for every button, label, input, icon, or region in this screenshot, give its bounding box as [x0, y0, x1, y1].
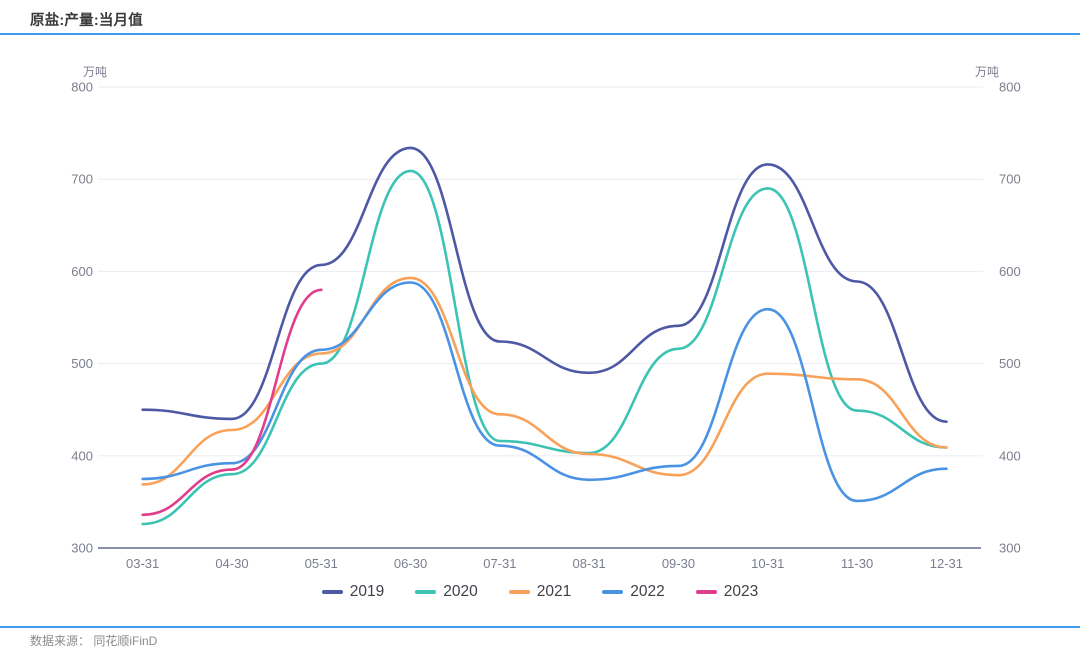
series-line-2022 [141, 281, 948, 503]
x-axis-tick: 04-30 [215, 556, 248, 571]
x-axis-tick: 03-31 [126, 556, 159, 571]
legend-label: 2019 [349, 583, 385, 600]
x-axis-tick: 07-31 [483, 556, 516, 571]
legend-swatch-2020 [415, 590, 437, 594]
legend-swatch-2021 [508, 590, 530, 594]
x-axis-tick: 05-31 [305, 556, 338, 571]
y-axis-tick-right: 500 [999, 356, 1021, 371]
legend-label: 2020 [443, 583, 478, 600]
data-source-label: 数据来源： 同花顺iFinD [30, 634, 158, 648]
y-axis-tick-left: 600 [71, 264, 93, 279]
top-divider [0, 33, 1080, 35]
x-axis-tick: 10-31 [751, 556, 784, 571]
y-axis-tick-left: 800 [71, 80, 93, 95]
y-axis-tick-left: 400 [71, 448, 93, 463]
legend-item-2022[interactable]: 2022 [602, 583, 665, 601]
y-axis-tick-right: 700 [999, 172, 1021, 187]
x-axis-tick: 12-31 [930, 556, 963, 571]
series-line-2023 [141, 288, 323, 517]
chart-title: 原盐:产量:当月值 [30, 13, 143, 29]
legend-item-2023[interactable]: 2023 [695, 583, 759, 601]
legend-swatch-2019 [321, 590, 343, 594]
legend-label: 2021 [536, 583, 572, 600]
y-axis-tick-left: 300 [71, 541, 93, 556]
legend-swatch-2023 [695, 590, 717, 594]
legend-label: 2023 [723, 583, 759, 600]
series-line-2020 [141, 169, 948, 526]
series-line-2019 [141, 146, 948, 423]
y-axis-unit-right: 万吨 [975, 65, 999, 79]
y-axis-tick-left: 700 [71, 172, 93, 187]
legend-item-2020[interactable]: 2020 [415, 583, 478, 601]
y-axis-tick-left: 500 [71, 356, 93, 371]
series-line-2021 [141, 276, 948, 486]
y-axis-tick-right: 300 [999, 541, 1021, 556]
x-axis-tick: 08-31 [573, 556, 606, 571]
legend-item-2019[interactable]: 2019 [321, 583, 385, 601]
chart-legend: 2019 2020 2021 2022 2023 [0, 580, 1080, 604]
legend-item-2021[interactable]: 2021 [508, 583, 572, 601]
y-axis-unit-left: 万吨 [83, 65, 107, 79]
legend-swatch-2022 [602, 590, 624, 594]
y-axis-tick-right: 600 [999, 264, 1021, 279]
legend-label: 2022 [630, 583, 665, 600]
x-axis-tick: 06-30 [394, 556, 427, 571]
x-axis-tick: 09-30 [662, 556, 695, 571]
y-axis-tick-right: 400 [999, 448, 1021, 463]
x-axis-tick: 11-30 [841, 556, 873, 571]
footer-divider [0, 626, 1080, 628]
y-axis-tick-right: 800 [999, 80, 1021, 95]
